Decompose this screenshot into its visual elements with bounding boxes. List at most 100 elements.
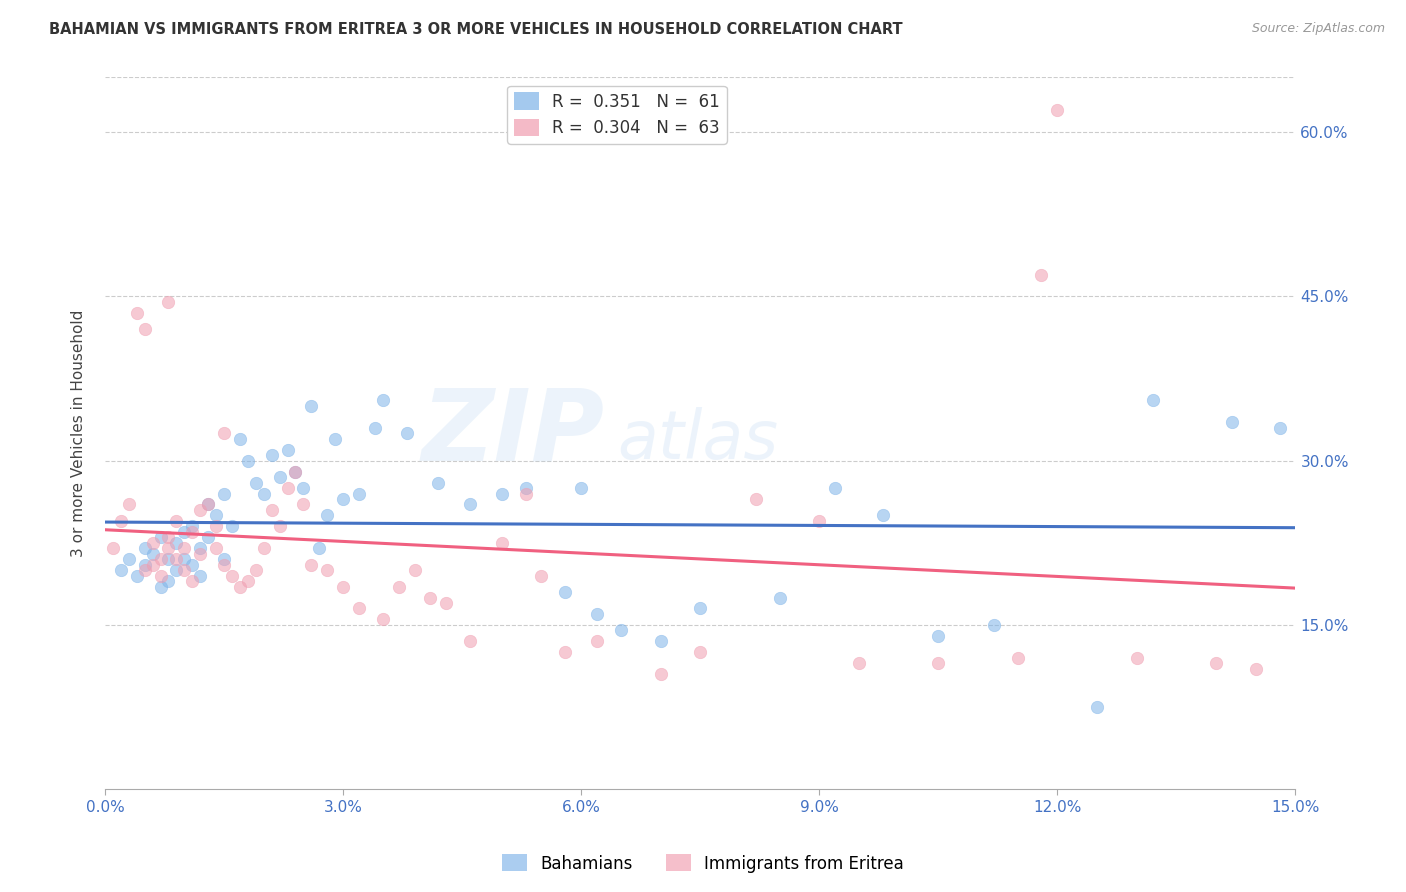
Point (188, 541, 211, 556)
Point (110, 514, 132, 528)
Point (173, 524, 195, 539)
Point (371, 393, 394, 408)
Y-axis label: 3 or more Vehicles in Household: 3 or more Vehicles in Household (72, 310, 86, 557)
Point (149, 580, 172, 594)
Point (236, 574, 259, 588)
Point (332, 491, 354, 506)
Point (277, 481, 299, 495)
Point (299, 399, 322, 413)
Point (188, 503, 211, 517)
Point (292, 481, 315, 495)
Point (134, 563, 156, 577)
Point (118, 498, 141, 512)
Point (205, 519, 228, 533)
Point (768, 591, 790, 605)
Text: atlas: atlas (617, 408, 778, 474)
Point (221, 519, 243, 533)
Point (245, 475, 267, 490)
Point (142, 536, 165, 550)
Point (1046, 103, 1069, 118)
Point (173, 563, 195, 577)
Point (1220, 415, 1243, 429)
Point (554, 645, 576, 659)
Point (165, 563, 187, 577)
Point (157, 294, 180, 309)
Point (848, 657, 870, 671)
Point (197, 498, 219, 512)
Point (491, 486, 513, 500)
Point (181, 574, 204, 588)
Point (165, 536, 187, 550)
Point (332, 580, 354, 594)
Point (650, 667, 672, 681)
Point (419, 591, 441, 605)
Point (157, 541, 180, 556)
Legend: Bahamians, Immigrants from Eritrea: Bahamians, Immigrants from Eritrea (495, 847, 911, 880)
Point (689, 601, 711, 615)
Point (610, 624, 633, 638)
Point (197, 498, 219, 512)
Point (927, 629, 949, 643)
Point (745, 491, 768, 506)
Point (404, 563, 426, 577)
Point (530, 568, 553, 582)
Text: ZIP: ZIP (422, 384, 605, 482)
Point (142, 558, 165, 572)
Point (173, 541, 195, 556)
Point (808, 514, 831, 528)
Point (125, 306, 148, 320)
Point (188, 568, 211, 582)
Point (212, 552, 235, 566)
Point (269, 519, 291, 533)
Point (165, 514, 187, 528)
Point (371, 612, 394, 626)
Point (458, 634, 481, 648)
Point (824, 481, 846, 495)
Point (205, 541, 228, 556)
Point (927, 657, 949, 671)
Point (347, 486, 370, 500)
Point (458, 498, 481, 512)
Point (689, 645, 711, 659)
Point (1142, 393, 1164, 408)
Point (142, 547, 165, 561)
Point (236, 453, 259, 467)
Point (347, 601, 370, 615)
Point (229, 432, 252, 446)
Point (308, 541, 330, 556)
Point (125, 568, 148, 582)
Point (1007, 650, 1029, 665)
Point (212, 486, 235, 500)
Point (197, 530, 219, 544)
Point (554, 585, 576, 599)
Point (1085, 700, 1108, 714)
Point (586, 634, 609, 648)
Point (181, 519, 204, 533)
Point (434, 596, 457, 610)
Point (221, 568, 243, 582)
Point (277, 442, 299, 457)
Point (205, 508, 228, 523)
Point (181, 524, 204, 539)
Point (586, 607, 609, 621)
Point (173, 552, 195, 566)
Point (165, 552, 187, 566)
Point (1125, 650, 1147, 665)
Point (212, 558, 235, 572)
Point (983, 618, 1005, 632)
Point (395, 426, 418, 441)
Point (491, 536, 513, 550)
Point (364, 421, 387, 435)
Legend: R =  0.351   N =  61, R =  0.304   N =  63: R = 0.351 N = 61, R = 0.304 N = 63 (508, 86, 727, 144)
Point (299, 558, 322, 572)
Point (292, 498, 315, 512)
Point (260, 448, 283, 462)
Point (323, 432, 346, 446)
Point (1205, 657, 1227, 671)
Point (388, 580, 411, 594)
Point (1268, 421, 1291, 435)
Point (110, 563, 132, 577)
Point (316, 563, 339, 577)
Point (569, 481, 592, 495)
Text: BAHAMIAN VS IMMIGRANTS FROM ERITREA 3 OR MORE VEHICLES IN HOUSEHOLD CORRELATION : BAHAMIAN VS IMMIGRANTS FROM ERITREA 3 OR… (49, 22, 903, 37)
